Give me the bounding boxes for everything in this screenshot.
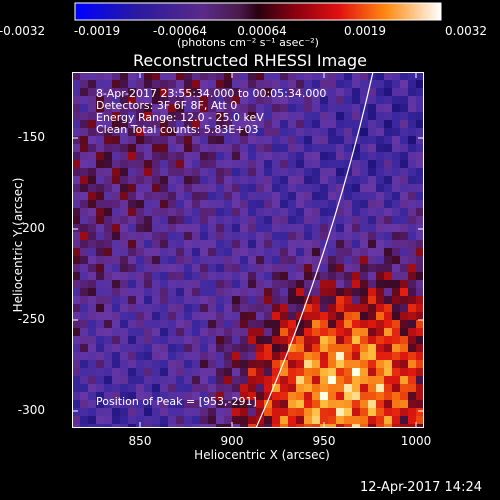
info-energy-range: Energy Range: 12.0 - 25.0 keV [96, 111, 264, 124]
x-tick-label: 900 [220, 434, 244, 448]
y-tick-label: -150 [17, 130, 45, 144]
rhessi-image [72, 72, 424, 428]
colorbar-tick-label: -0.0032 [0, 24, 46, 38]
info-detectors: Detectors: 3F 6F 8F, Att 0 [96, 99, 238, 112]
timestamp: 12-Apr-2017 14:24 [360, 480, 482, 495]
x-tick-label: 950 [312, 434, 336, 448]
image-pixels [72, 72, 424, 428]
info-clean-counts: Clean Total counts: 5.83E+03 [96, 123, 259, 136]
colorbar-tick-label: 0.00064 [237, 24, 287, 38]
peak-position: Position of Peak = [953,-291] [96, 395, 257, 408]
solar-limb-line [255, 72, 374, 428]
info-time-range: 8-Apr-2017 23:55:34.000 to 00:05:34.000 [96, 87, 327, 100]
x-tick-label: 1000 [400, 434, 432, 448]
plot-title: Reconstructed RHESSI Image [133, 51, 367, 70]
colorbar [74, 2, 442, 21]
colorbar-tick-label: 0.0019 [344, 24, 386, 38]
colorbar-units: (photons cm⁻² s⁻¹ asec⁻²) [177, 36, 319, 49]
y-axis-label: Heliocentric Y (arcsec) [11, 177, 25, 313]
x-tick-label: 850 [128, 434, 152, 448]
colorbar-tick-label: 0.0032 [445, 24, 487, 38]
y-tick-label: -300 [17, 403, 45, 417]
colorbar-tick-label: -0.00064 [153, 24, 207, 38]
y-tick-label: -200 [17, 221, 45, 235]
colorbar-tick-label: -0.0019 [73, 24, 121, 38]
y-tick-label: -250 [17, 312, 45, 326]
x-axis-label: Heliocentric X (arcsec) [194, 448, 330, 462]
